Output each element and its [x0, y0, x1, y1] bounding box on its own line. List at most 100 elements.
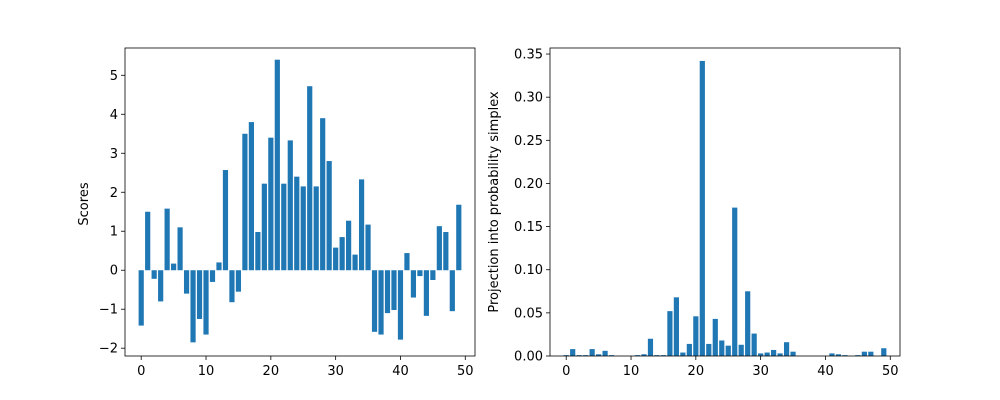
- right-bar-49: [881, 348, 887, 356]
- right-axes-frame: [549, 47, 901, 357]
- right-bar-42: [835, 354, 842, 356]
- left-bar-1: [145, 211, 151, 271]
- left-bar-4: [164, 208, 170, 271]
- left-bar-10: [203, 270, 209, 335]
- left-y-axis-label: Scores: [77, 182, 92, 225]
- right-bar-41: [829, 353, 835, 356]
- left-y-axis: −2 −1 0 1 2 3 4 5: [99, 69, 125, 357]
- left-bar-13: [222, 170, 229, 271]
- left-y-tick-label-3: 1: [110, 225, 118, 240]
- left-bar-36: [371, 270, 378, 332]
- right-bar-0: [563, 355, 569, 356]
- left-bar-14: [229, 270, 235, 303]
- left-bar-33: [352, 254, 358, 271]
- left-bars: [138, 59, 462, 343]
- left-bar-26: [307, 86, 313, 271]
- left-bar-49: [456, 204, 462, 271]
- left-x-tick-label-20: 20: [263, 364, 280, 379]
- right-y-tick-label-5: 0.25: [514, 134, 543, 149]
- right-bar-1: [570, 349, 576, 356]
- left-x-tick-label-30: 30: [327, 364, 344, 379]
- right-bar-4: [589, 349, 595, 356]
- right-bar-12: [641, 354, 647, 356]
- left-bar-32: [346, 220, 352, 271]
- right-y-tick-label-3: 0.15: [514, 220, 543, 235]
- left-x-axis: 0 10 20 30 40 50: [137, 356, 474, 379]
- right-y-tick-label-7: 0.35: [514, 48, 543, 63]
- left-bar-9: [196, 270, 203, 319]
- right-bar-35: [790, 351, 796, 356]
- right-x-tick-label-0: 0: [562, 364, 570, 379]
- left-bar-44: [423, 270, 429, 316]
- right-y-axis: 0.00 0.05 0.10 0.15 0.20 0.25 0.30 0.35: [514, 48, 550, 365]
- left-bar-46: [436, 226, 442, 271]
- left-y-tick-label-4: 2: [110, 186, 118, 201]
- left-bar-29: [326, 161, 332, 271]
- right-bar-29: [751, 333, 757, 356]
- left-bar-35: [365, 224, 371, 271]
- left-bar-28: [320, 118, 326, 271]
- right-bar-14: [654, 355, 660, 356]
- right-bar-43: [842, 355, 848, 356]
- left-bar-31: [339, 237, 345, 271]
- right-bar-5: [596, 354, 602, 356]
- right-y-tick-label-4: 0.20: [514, 177, 543, 192]
- left-bar-20: [268, 137, 274, 271]
- left-bar-39: [391, 270, 397, 310]
- right-bar-26: [732, 207, 738, 356]
- left-bar-16: [242, 133, 248, 271]
- left-bar-45: [430, 270, 436, 280]
- right-x-tick-label-50: 50: [882, 364, 899, 379]
- right-bar-31: [764, 352, 770, 356]
- left-bar-11: [209, 270, 216, 282]
- right-bar-2: [576, 355, 582, 356]
- left-bar-43: [417, 270, 423, 277]
- right-bar-19: [686, 343, 692, 356]
- left-bar-42: [410, 270, 417, 298]
- right-bar-13: [647, 338, 654, 356]
- right-bar-30: [758, 353, 764, 356]
- right-bar-17: [673, 297, 679, 356]
- left-x-tick-label-50: 50: [457, 364, 474, 379]
- right-bar-23: [712, 318, 718, 356]
- left-bar-37: [378, 270, 384, 335]
- left-y-tick-label-0: −2: [99, 342, 118, 357]
- left-x-tick-label-10: 10: [198, 364, 215, 379]
- right-plot-area: 0 10 20 30 40 500.000.050.100.150.200.250.300…: [514, 47, 901, 379]
- right-y-tick-label-1: 0.05: [514, 306, 543, 321]
- left-x-tick-label-0: 0: [137, 364, 145, 379]
- right-bar-3: [583, 355, 589, 356]
- left-bar-15: [235, 270, 242, 292]
- left-x-tick-label-40: 40: [392, 364, 409, 379]
- right-chart: Projection into probability simplex 0 10 2…: [487, 47, 901, 379]
- right-bars: [563, 60, 887, 357]
- right-bar-28: [745, 291, 751, 356]
- left-y-tick-label-1: −1: [99, 303, 118, 318]
- left-bar-40: [397, 270, 404, 340]
- left-bar-24: [294, 176, 300, 271]
- left-bar-0: [138, 270, 144, 326]
- left-bar-38: [384, 270, 391, 314]
- left-bar-41: [404, 253, 410, 271]
- left-bar-27: [313, 186, 319, 271]
- right-bar-33: [777, 353, 783, 356]
- left-bar-23: [287, 140, 293, 271]
- right-bar-25: [725, 345, 731, 356]
- right-x-tick-label-30: 30: [752, 364, 769, 379]
- left-bar-8: [190, 270, 196, 343]
- left-bar-5: [171, 263, 177, 271]
- right-bar-22: [706, 343, 712, 356]
- right-bar-16: [667, 311, 673, 356]
- right-bar-18: [680, 352, 686, 356]
- right-x-tick-label-40: 40: [817, 364, 834, 379]
- right-bar-11: [634, 355, 641, 356]
- left-bar-6: [177, 227, 183, 271]
- right-y-tick-label-2: 0.10: [514, 263, 543, 278]
- left-plot-area: 0 10 20 30 40 50 −2 −1 0 1 2 3 4 5: [99, 47, 476, 379]
- left-bar-47: [443, 232, 449, 271]
- right-bar-32: [771, 349, 777, 356]
- left-chart: Scores 0 10 20 30 40 50 −2 −1 0 1 2 3 4 5: [77, 47, 476, 379]
- left-bar-48: [449, 270, 455, 312]
